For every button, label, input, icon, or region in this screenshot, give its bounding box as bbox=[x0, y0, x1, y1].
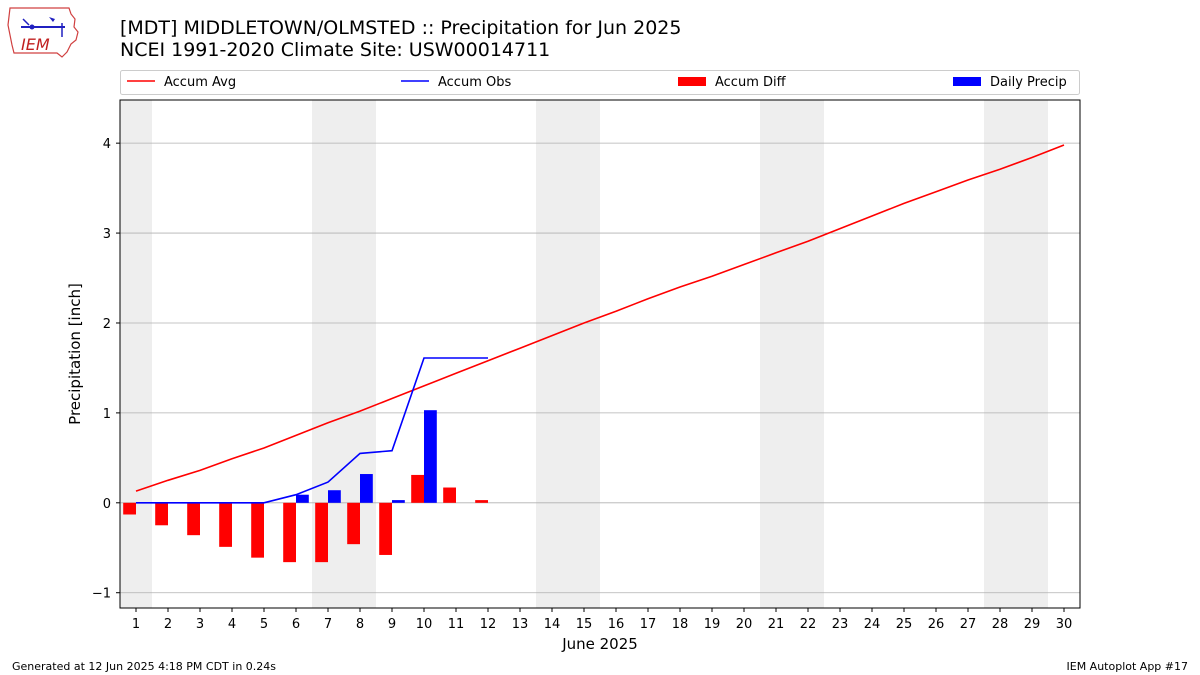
x-tick-label: 15 bbox=[576, 617, 593, 632]
weekend-shade-day-21 bbox=[760, 100, 792, 608]
weekend-shade-day-29 bbox=[1016, 100, 1048, 608]
y-tick-label: 3 bbox=[103, 227, 111, 242]
weekend-shade-day-1 bbox=[120, 100, 152, 608]
x-tick-label: 25 bbox=[896, 617, 913, 632]
x-tick-label: 11 bbox=[448, 617, 465, 632]
x-tick-label: 17 bbox=[640, 617, 657, 632]
x-tick-label: 16 bbox=[608, 617, 625, 632]
x-tick-label: 2 bbox=[164, 617, 172, 632]
y-tick-label: 4 bbox=[103, 137, 111, 152]
footer-app-text: IEM Autoplot App #17 bbox=[1066, 660, 1189, 673]
daily-precip-bar-6 bbox=[296, 494, 309, 503]
accum-diff-bar-7 bbox=[315, 502, 328, 563]
y-tick-label: 2 bbox=[103, 317, 111, 332]
legend-label-daily-precip: Daily Precip bbox=[990, 75, 1067, 90]
grid-lines bbox=[120, 142, 1080, 594]
iem-logo: IEM bbox=[7, 7, 79, 58]
accum-diff-bar-11 bbox=[443, 487, 456, 503]
x-tick-label: 30 bbox=[1056, 617, 1073, 632]
daily-precip-bar-10 bbox=[424, 410, 437, 503]
x-tick-label: 23 bbox=[832, 617, 849, 632]
x-tick-label: 6 bbox=[292, 617, 300, 632]
weekend-shade-day-28 bbox=[984, 100, 1016, 608]
plot-frame bbox=[119, 99, 1081, 609]
x-tick-label: 26 bbox=[928, 617, 945, 632]
accum-avg-line bbox=[135, 144, 1065, 492]
x-tick-label: 12 bbox=[480, 617, 497, 632]
weekend-shade-day-14 bbox=[536, 100, 568, 608]
accum-diff-bar-12 bbox=[475, 500, 488, 503]
x-tick-label: 18 bbox=[672, 617, 689, 632]
x-axis-label: June 2025 bbox=[561, 635, 638, 653]
bar-series bbox=[123, 410, 488, 563]
x-tick-label: 20 bbox=[736, 617, 753, 632]
x-tick-label: 9 bbox=[388, 617, 396, 632]
daily-precip-bar-7 bbox=[328, 490, 341, 503]
x-tick-label: 1 bbox=[132, 617, 140, 632]
x-tick-label: 4 bbox=[228, 617, 236, 632]
y-tick-label: 1 bbox=[103, 407, 111, 422]
weekend-shading bbox=[120, 100, 1048, 608]
legend-swatch-daily-precip bbox=[953, 77, 981, 86]
legend-swatch-accum-diff bbox=[678, 77, 706, 86]
chart-title: [MDT] MIDDLETOWN/OLMSTED :: Precipitatio… bbox=[120, 17, 682, 39]
legend-label-accum-diff: Accum Diff bbox=[715, 75, 787, 90]
accum-diff-bar-4 bbox=[219, 502, 232, 547]
y-axis-label: Precipitation [inch] bbox=[66, 283, 84, 425]
y-tick-label: −1 bbox=[92, 587, 111, 602]
y-tick-label: 0 bbox=[103, 497, 111, 512]
x-tick-label: 7 bbox=[324, 617, 332, 632]
x-tick-label: 29 bbox=[1024, 617, 1041, 632]
x-tick-label: 10 bbox=[416, 617, 433, 632]
weekend-shade-day-22 bbox=[792, 100, 824, 608]
legend-frame bbox=[120, 70, 1080, 95]
x-tick-label: 27 bbox=[960, 617, 977, 632]
x-tick-label: 5 bbox=[260, 617, 268, 632]
x-tick-label: 3 bbox=[196, 617, 204, 632]
x-tick-label: 8 bbox=[356, 617, 364, 632]
line-series bbox=[135, 144, 1065, 504]
legend: Accum Avg Accum Obs Accum Diff Daily Precip bbox=[120, 70, 1080, 95]
y-axis: −1 0 1 2 3 4 bbox=[92, 137, 120, 602]
x-tick-label: 28 bbox=[992, 617, 1009, 632]
x-axis: 1 2 3 4 5 6 7 8 9 10 11 12 13 14 15 16 17 18 19 20 21 22 23 24 2… bbox=[132, 608, 1072, 632]
accum-diff-bar-1 bbox=[123, 502, 136, 515]
accum-diff-bar-9 bbox=[379, 502, 392, 555]
accum-diff-bar-3 bbox=[187, 502, 200, 536]
x-tick-label: 24 bbox=[864, 617, 881, 632]
x-tick-label: 19 bbox=[704, 617, 721, 632]
x-tick-label: 13 bbox=[512, 617, 529, 632]
legend-label-accum-obs: Accum Obs bbox=[438, 75, 511, 90]
x-tick-label: 14 bbox=[544, 617, 561, 632]
accum-obs-line bbox=[136, 357, 488, 504]
logo-text: IEM bbox=[21, 35, 50, 54]
accum-diff-bar-10 bbox=[411, 474, 424, 503]
legend-label-accum-avg: Accum Avg bbox=[164, 75, 236, 90]
daily-precip-bar-8 bbox=[360, 474, 373, 503]
accum-diff-bar-6 bbox=[283, 502, 296, 563]
weekend-shade-day-15 bbox=[568, 100, 600, 608]
accum-diff-bar-5 bbox=[251, 502, 264, 558]
chart-subtitle: NCEI 1991-2020 Climate Site: USW00014711 bbox=[120, 39, 551, 61]
accum-diff-bar-2 bbox=[155, 502, 168, 526]
x-tick-label: 22 bbox=[800, 617, 817, 632]
footer-generated-text: Generated at 12 Jun 2025 4:18 PM CDT in … bbox=[12, 660, 277, 673]
accum-diff-bar-8 bbox=[347, 502, 360, 545]
daily-precip-bar-9 bbox=[392, 500, 405, 503]
x-tick-label: 21 bbox=[768, 617, 785, 632]
